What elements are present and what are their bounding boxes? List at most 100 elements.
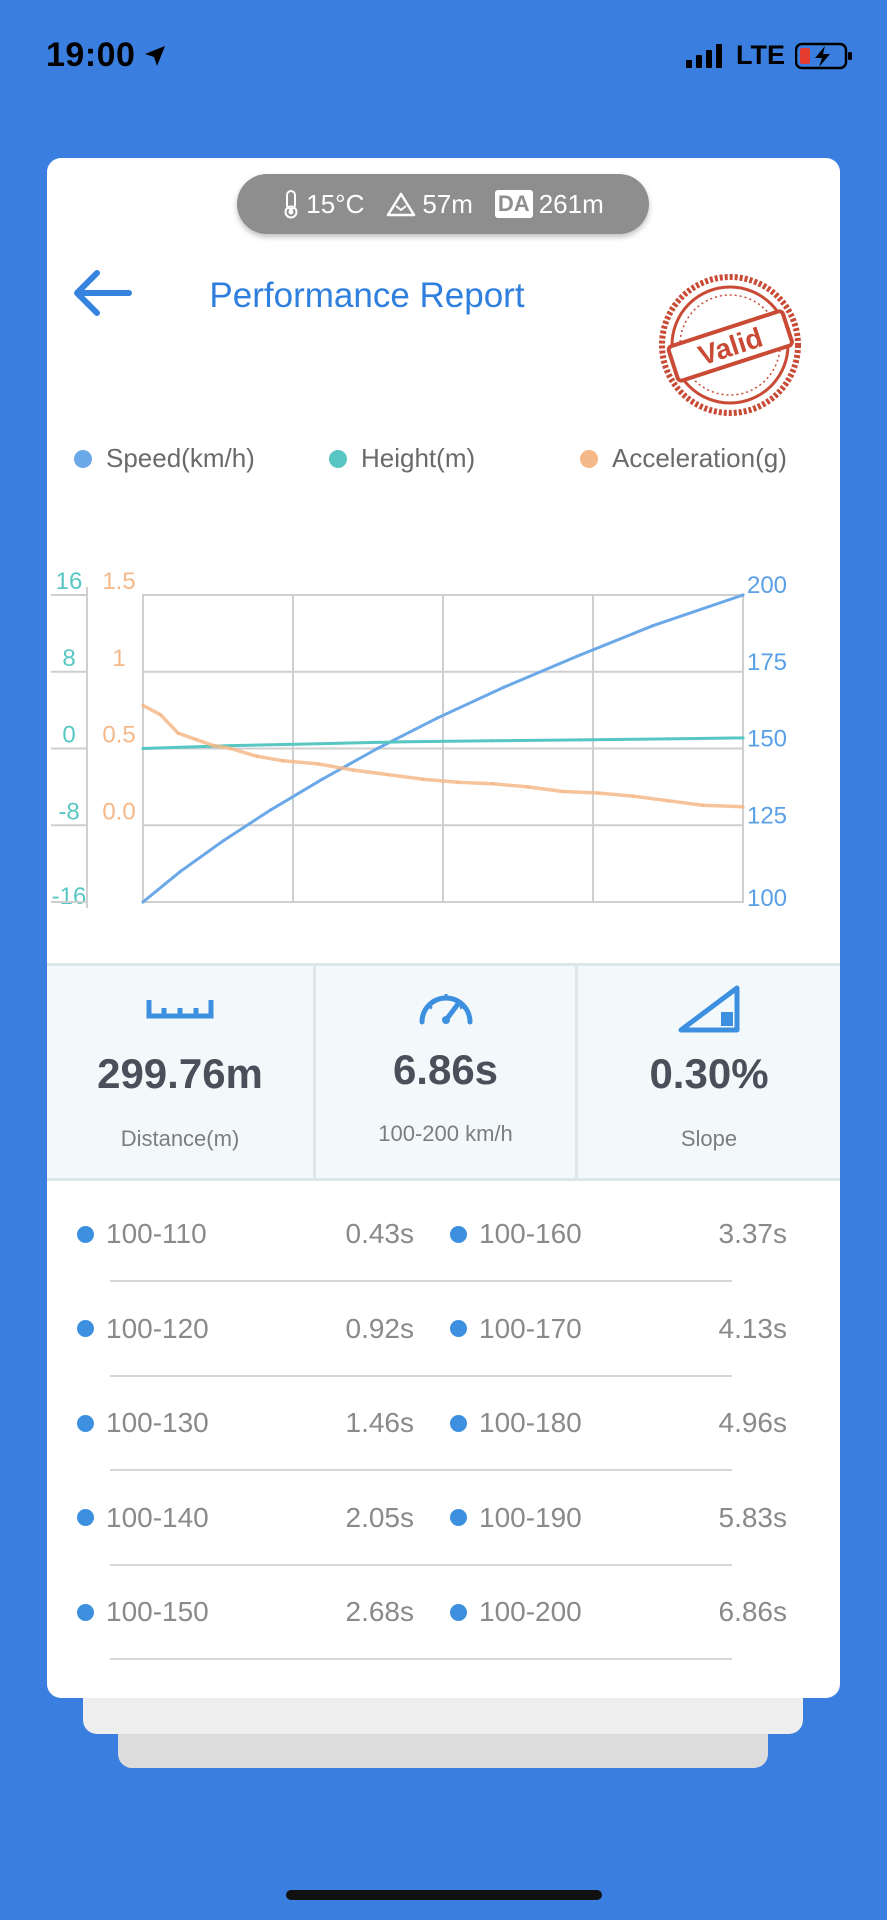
legend-speed: Speed(km/h) xyxy=(74,443,255,474)
split-row: 100-130 1.46s 100-180 4.96s xyxy=(47,1377,840,1471)
network-type: LTE xyxy=(736,40,785,70)
split-divider xyxy=(110,1374,732,1377)
height-tick-label: -8 xyxy=(58,798,79,825)
acceleration-tick-label: 0.0 xyxy=(102,798,135,825)
environment-pill: 15°C 57m DA 261m xyxy=(237,174,649,234)
split-dot xyxy=(450,1225,467,1243)
temperature: 15°C xyxy=(282,189,364,220)
split-dot xyxy=(450,1414,467,1432)
split-left-time: 0.92s xyxy=(345,1312,415,1344)
split-dot xyxy=(77,1414,94,1432)
split-dot xyxy=(77,1320,94,1337)
series-point-acceleration xyxy=(255,754,259,758)
split-dot xyxy=(77,1603,94,1621)
split-dot xyxy=(450,1320,467,1337)
time-value: 6.86s xyxy=(392,1046,499,1093)
split-dot xyxy=(450,1509,467,1526)
status-time: 19:00 xyxy=(46,36,167,75)
stats-panel: 299.76m Distance(m) 6.86s 100-200 km/h xyxy=(47,963,840,1181)
slope-label: Slope xyxy=(680,1126,738,1151)
speed-tick-label: 175 xyxy=(747,649,787,676)
altitude: 57m xyxy=(386,189,473,220)
acceleration-tick-label: 1.5 xyxy=(102,568,135,595)
split-range-label: 100-200 xyxy=(479,1596,582,1627)
back-arrow-icon[interactable] xyxy=(71,268,133,318)
distance-value: 299.76m xyxy=(97,1050,263,1097)
slope-value: 0.30% xyxy=(649,1050,769,1097)
page-title: Performance Report xyxy=(209,276,525,315)
series-point-height xyxy=(491,739,495,743)
distance-label: Distance(m) xyxy=(120,1126,240,1151)
split-right-time: 4.96s xyxy=(718,1407,788,1438)
split-range-label: 100-130 xyxy=(106,1407,209,1438)
series-point-speed xyxy=(320,777,324,781)
series-point-acceleration xyxy=(631,794,635,798)
legend-label-speed: Speed(km/h) xyxy=(106,443,255,473)
series-point-acceleration xyxy=(491,782,495,786)
clock: 19:00 xyxy=(46,36,136,74)
series-point-speed xyxy=(269,808,273,812)
altitude-value: 57m xyxy=(422,188,473,219)
split-range-label: 100-180 xyxy=(479,1407,582,1438)
split-range-label: 100-110 xyxy=(106,1218,207,1249)
split-range-label: 100-120 xyxy=(106,1312,209,1344)
series-point-speed xyxy=(179,869,183,873)
series-point-acceleration xyxy=(176,731,180,735)
series-point-height xyxy=(666,737,670,741)
split-row: 100-150 2.68s 100-200 6.86s xyxy=(47,1566,840,1660)
series-point-acceleration xyxy=(351,768,355,772)
home-indicator[interactable] xyxy=(286,1890,602,1900)
split-right-time: 3.37s xyxy=(718,1218,788,1249)
series-point-speed xyxy=(651,624,655,628)
split-range-label: 100-190 xyxy=(479,1501,582,1533)
thermometer-icon xyxy=(284,190,298,219)
slope-icon xyxy=(678,985,740,1033)
split-right-range: 100-160 xyxy=(450,1218,582,1250)
series-point-acceleration xyxy=(386,772,390,777)
split-left-range: 100-140 xyxy=(77,1502,209,1534)
location-arrow-icon xyxy=(145,45,166,66)
split-left-time: 2.68s xyxy=(345,1596,415,1627)
valid-stamp: Valid xyxy=(659,274,801,416)
height-tick-label: 0 xyxy=(62,722,75,749)
series-point-height xyxy=(578,738,582,742)
split-right-time: 4.13s xyxy=(718,1312,788,1344)
stat-time: 6.86s 100-200 km/h xyxy=(316,966,578,1178)
series-point-height xyxy=(741,736,745,740)
split-row: 100-120 0.92s 100-170 4.13s xyxy=(47,1283,840,1377)
speed-tick-label: 100 xyxy=(747,885,787,912)
legend-label-acceleration: Acceleration(g) xyxy=(612,443,787,473)
split-row: 100-140 2.05s 100-190 5.83s xyxy=(47,1472,840,1566)
split-divider xyxy=(110,1469,732,1471)
split-divider xyxy=(110,1280,732,1282)
speed-tick-label: 125 xyxy=(747,802,787,829)
split-range-label: 100-160 xyxy=(479,1218,582,1249)
series-point-speed xyxy=(375,746,380,751)
series-point-height xyxy=(403,740,407,744)
series-point-acceleration xyxy=(158,713,163,717)
stat-slope: 0.30% Slope xyxy=(578,966,840,1178)
split-range-label: 100-150 xyxy=(106,1596,209,1627)
series-point-acceleration xyxy=(281,759,285,763)
series-point-height xyxy=(316,742,320,746)
legend-acceleration: Acceleration(g) xyxy=(580,443,787,474)
temperature-value: 15°C xyxy=(306,188,365,219)
split-dot xyxy=(77,1225,94,1243)
legend-dot-acceleration xyxy=(580,449,598,468)
speed-tick-label: 200 xyxy=(747,572,787,599)
series-point-acceleration xyxy=(561,789,565,794)
chart-legend: Speed(km/h) Height(m) Acceleration(g) xyxy=(47,443,840,483)
series-point-acceleration xyxy=(193,737,198,741)
acceleration-tick-label: 0.5 xyxy=(102,722,135,749)
split-right-range: 100-180 xyxy=(450,1407,582,1439)
series-point-speed xyxy=(141,900,145,904)
split-left-range: 100-150 xyxy=(77,1596,209,1628)
split-right-range: 100-190 xyxy=(450,1502,582,1534)
series-point-acceleration xyxy=(141,703,145,708)
status-indicators: LTE xyxy=(686,40,853,71)
stat-distance: 299.76m Distance(m) xyxy=(47,966,316,1178)
da-badge: DA xyxy=(494,190,533,218)
split-left-time: 1.46s xyxy=(345,1407,415,1438)
series-point-height xyxy=(141,746,145,751)
split-range-label: 100-170 xyxy=(479,1312,582,1344)
